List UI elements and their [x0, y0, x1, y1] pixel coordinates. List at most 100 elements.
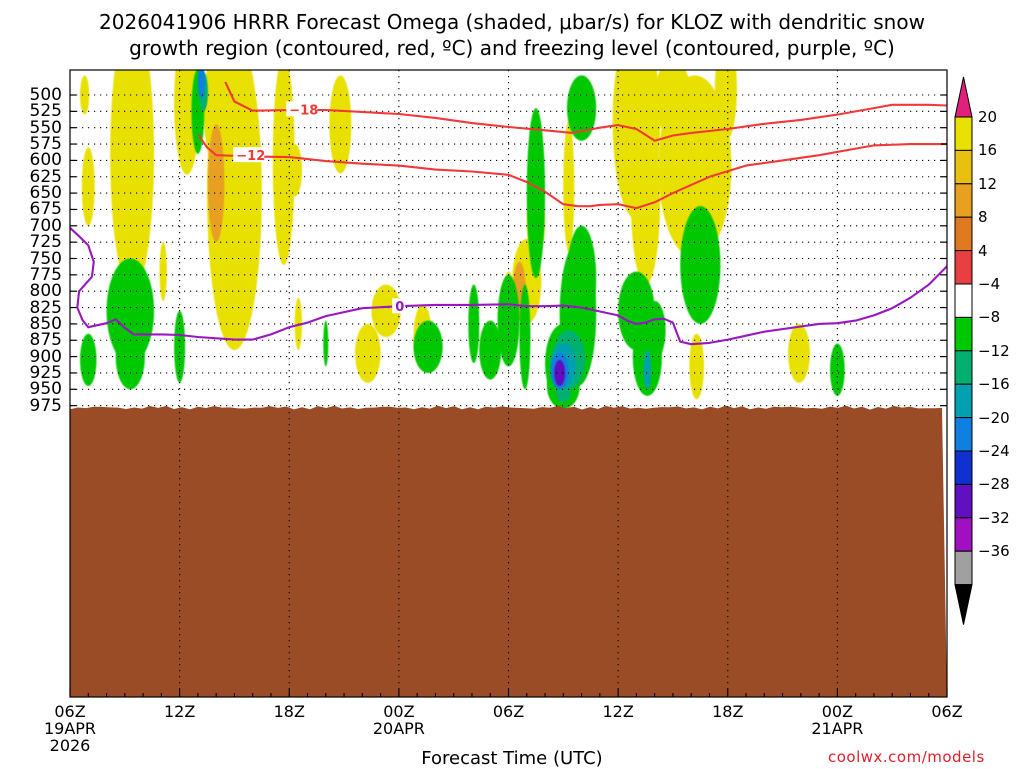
- omega-blob-0-19: [371, 284, 401, 337]
- colorbar-swatch-0: [954, 116, 973, 151]
- omega-blob-2-15: [526, 108, 546, 279]
- colorbar-swatch-11: [954, 483, 973, 519]
- isotherm-label-bg-1: [233, 147, 265, 163]
- omega-blob-2-0: [80, 333, 97, 387]
- omega-blob-2-4: [323, 320, 329, 367]
- y-tick-label-975: 975: [29, 395, 62, 416]
- colorbar-swatch-10: [954, 450, 973, 485]
- omega-blob-2-9: [497, 274, 520, 367]
- colorbar-label-10: −24: [978, 442, 1010, 460]
- omega-blob-0-0: [80, 75, 90, 115]
- y-tick-label-775: 775: [29, 264, 62, 285]
- y-tick-label-875: 875: [29, 330, 62, 351]
- colorbar: [954, 76, 973, 625]
- omega-blob-0-9: [329, 75, 352, 174]
- colorbar-label-12: −32: [978, 508, 1010, 527]
- colorbar-label-13: −36: [978, 542, 1010, 561]
- colorbar-label-5: −4: [978, 275, 1001, 293]
- omega-blob-5-1: [197, 70, 206, 99]
- omega-blob-1-0: [207, 124, 225, 243]
- isotherm-line-1: [197, 133, 947, 210]
- omega-blob-2-20: [680, 206, 721, 324]
- isotherm-label-bg-2: [392, 298, 406, 314]
- colorbar-label-8: −16: [978, 375, 1010, 394]
- omega-blob-0-15: [714, 70, 737, 141]
- y-tick-label-700: 700: [29, 215, 62, 236]
- colorbar-label-11: −28: [978, 475, 1010, 494]
- y-tick-label-650: 650: [29, 183, 62, 204]
- colorbar-swatch-1: [954, 149, 973, 185]
- isotherm-lines: [70, 81, 947, 346]
- colorbar-swatch-6: [954, 316, 973, 352]
- isotherm-label-1: −12: [236, 149, 265, 164]
- omega-blob-2-10: [519, 284, 531, 390]
- isotherm-line-0: [224, 81, 947, 142]
- omega-blob-0-8: [287, 144, 303, 197]
- isotherm-label-2: 0: [395, 300, 404, 315]
- isotherm-label-0: −18: [289, 103, 318, 118]
- y-tick-label-850: 850: [29, 313, 62, 334]
- omega-blob-2-7: [468, 284, 480, 364]
- x-tick-label-7: 00Z: [821, 702, 854, 721]
- y-tick-label-550: 550: [29, 117, 62, 138]
- ground-surface-fill: [70, 405, 947, 697]
- y-tick-label-950: 950: [29, 379, 62, 400]
- colorbar-swatch-9: [954, 417, 973, 452]
- omega-blob-0-1: [81, 147, 95, 226]
- omega-blob-0-17: [159, 242, 167, 302]
- y-tick-label-675: 675: [29, 199, 62, 220]
- omega-blob-0-25: [788, 323, 810, 383]
- colorbar-label-1: 16: [978, 141, 998, 160]
- y-tick-label-750: 750: [29, 248, 62, 269]
- y-tick-label-575: 575: [29, 134, 62, 155]
- colorbar-label-2: 12: [978, 174, 998, 193]
- omega-blob-2-21: [830, 343, 845, 396]
- omega-blob-2-13: [566, 225, 597, 331]
- colorbar-swatch-3: [954, 216, 973, 252]
- grid-lines: [70, 70, 947, 697]
- x-tick-date-7: 21APR: [811, 719, 864, 738]
- ground-surface: [70, 405, 947, 697]
- y-tick-label-925: 925: [29, 362, 62, 383]
- x-tick-label-3: 00Z: [383, 702, 415, 721]
- source-credit: coolwx.com/models: [828, 748, 985, 766]
- omega-blob-0-20: [355, 323, 381, 383]
- colorbar-swatch-5: [954, 283, 973, 318]
- colorbar-swatch-2: [954, 183, 973, 218]
- colorbar-swatch-4: [954, 250, 973, 285]
- x-tick-label-6: 18Z: [712, 702, 744, 721]
- x-tick-label-8: 06Z: [931, 702, 963, 721]
- y-tick-label-625: 625: [29, 166, 62, 187]
- colorbar-label-7: −12: [978, 341, 1010, 360]
- axis-ticks: [69, 94, 948, 697]
- y-tick-label-600: 600: [29, 150, 62, 171]
- colorbar-label-4: 4: [978, 241, 988, 260]
- omega-blob-2-1: [106, 258, 155, 364]
- omega-blob-0-2: [110, 70, 155, 292]
- y-tick-label-525: 525: [29, 101, 62, 122]
- x-tick-date-3: 20APR: [372, 719, 425, 738]
- x-tick-label-1: 12Z: [163, 702, 196, 721]
- colorbar-swatch-12: [954, 517, 973, 552]
- omega-shading: [80, 70, 845, 409]
- colorbar-swatch-7: [954, 350, 973, 385]
- colorbar-bottom-arrow: [954, 584, 973, 625]
- isotherm-label-bg-0: [286, 101, 318, 117]
- colorbar-swatch-13: [954, 550, 973, 586]
- y-tick-label-725: 725: [29, 232, 62, 253]
- omega-blob-0-24: [689, 333, 704, 400]
- y-tick-label-900: 900: [29, 346, 62, 367]
- y-tick-label-500: 500: [29, 85, 62, 105]
- isotherm-line-2: [70, 227, 947, 346]
- omega-blob-0-10: [563, 121, 575, 252]
- x-axis-title: Forecast Time (UTC): [421, 748, 603, 769]
- omega-blob-0-16: [654, 70, 692, 138]
- colorbar-label-0: 20: [978, 108, 998, 126]
- colorbar-label-3: 8: [978, 208, 988, 227]
- x-tick-year-0: 2026: [49, 736, 91, 755]
- colorbar-label-9: −20: [978, 408, 1010, 427]
- x-tick-label-5: 12Z: [602, 702, 634, 721]
- omega-blob-4-1: [643, 350, 652, 390]
- colorbar-swatch-8: [954, 383, 973, 419]
